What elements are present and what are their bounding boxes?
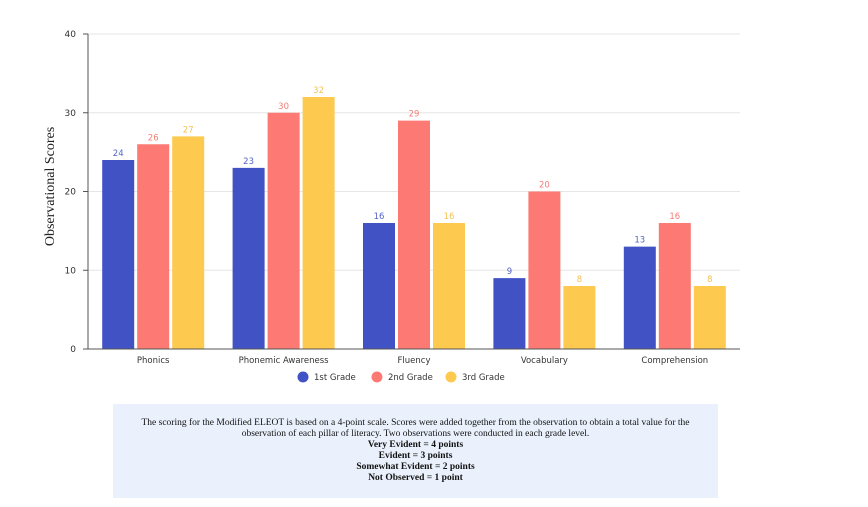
bars xyxy=(102,97,726,349)
legend: 1st Grade 2nd Grade 3rd Grade xyxy=(297,371,505,383)
x-category-label: Phonics xyxy=(137,356,170,366)
bar xyxy=(172,136,205,349)
bar xyxy=(398,120,430,349)
legend-marker xyxy=(297,371,309,383)
y-tick-label: 30 xyxy=(65,109,77,119)
bar xyxy=(137,144,170,349)
bar-chart: 0 10 20 30 40 24 26 27 23 30 32 16 29 16 9 20 8 13 16 8 Ph… xyxy=(43,30,740,383)
data-label: 13 xyxy=(634,236,645,246)
bar xyxy=(267,112,300,349)
y-tick-label: 0 xyxy=(70,345,76,355)
legend-label: 2nd Grade xyxy=(388,373,433,383)
data-label: 30 xyxy=(278,102,289,112)
data-label: 8 xyxy=(707,275,712,285)
scale-item-not-observed: Not Observed = 1 point xyxy=(368,473,463,483)
scoring-note-paragraph: The scoring for the Modified ELEOT is ba… xyxy=(141,418,690,439)
x-category-label: Comprehension xyxy=(641,356,708,366)
bar xyxy=(232,167,265,349)
data-label: 8 xyxy=(577,275,582,285)
data-label: 16 xyxy=(444,212,455,222)
data-label: 20 xyxy=(539,181,550,191)
data-label: 16 xyxy=(669,212,680,222)
y-tick-label: 20 xyxy=(65,188,77,198)
bar xyxy=(102,160,135,349)
legend-label: 1st Grade xyxy=(314,373,356,383)
bar xyxy=(693,286,726,349)
scale-item-very-evident: Very Evident = 4 points xyxy=(367,440,464,450)
x-category-label: Phonemic Awareness xyxy=(239,356,330,366)
data-label: 32 xyxy=(313,86,324,96)
y-tick-label: 40 xyxy=(65,30,77,40)
x-category-label: Fluency xyxy=(398,356,431,366)
bar xyxy=(493,278,526,349)
y-axis-ticks: 0 10 20 30 40 xyxy=(65,30,88,355)
data-label: 26 xyxy=(148,133,159,143)
legend-label: 3rd Grade xyxy=(462,373,505,383)
legend-marker xyxy=(445,371,457,383)
data-label: 23 xyxy=(243,157,254,167)
y-tick-label: 10 xyxy=(65,266,77,276)
bar xyxy=(363,223,395,349)
x-category-label: Vocabulary xyxy=(521,356,568,366)
data-label: 29 xyxy=(409,110,420,120)
data-label: 24 xyxy=(113,149,124,159)
data-label: 16 xyxy=(374,212,385,222)
data-labels: 24 26 27 23 30 32 16 29 16 9 20 8 13 16 8 xyxy=(113,86,713,285)
bar xyxy=(623,246,656,349)
bar xyxy=(433,223,465,349)
y-axis-title: Observational Scores xyxy=(43,127,58,246)
scoring-note: The scoring for the Modified ELEOT is ba… xyxy=(113,404,718,498)
data-label: 9 xyxy=(507,267,512,277)
bar xyxy=(528,191,561,349)
x-axis-category-labels: Phonics Phonemic Awareness Fluency Vocabula… xyxy=(137,356,708,366)
data-label: 27 xyxy=(183,125,194,135)
bar xyxy=(302,97,335,349)
bar xyxy=(563,286,596,349)
scale-item-evident: Evident = 3 points xyxy=(378,451,453,461)
bar xyxy=(658,223,691,349)
legend-marker xyxy=(371,371,383,383)
scale-item-somewhat-evident: Somewhat Evident = 2 points xyxy=(356,462,475,472)
